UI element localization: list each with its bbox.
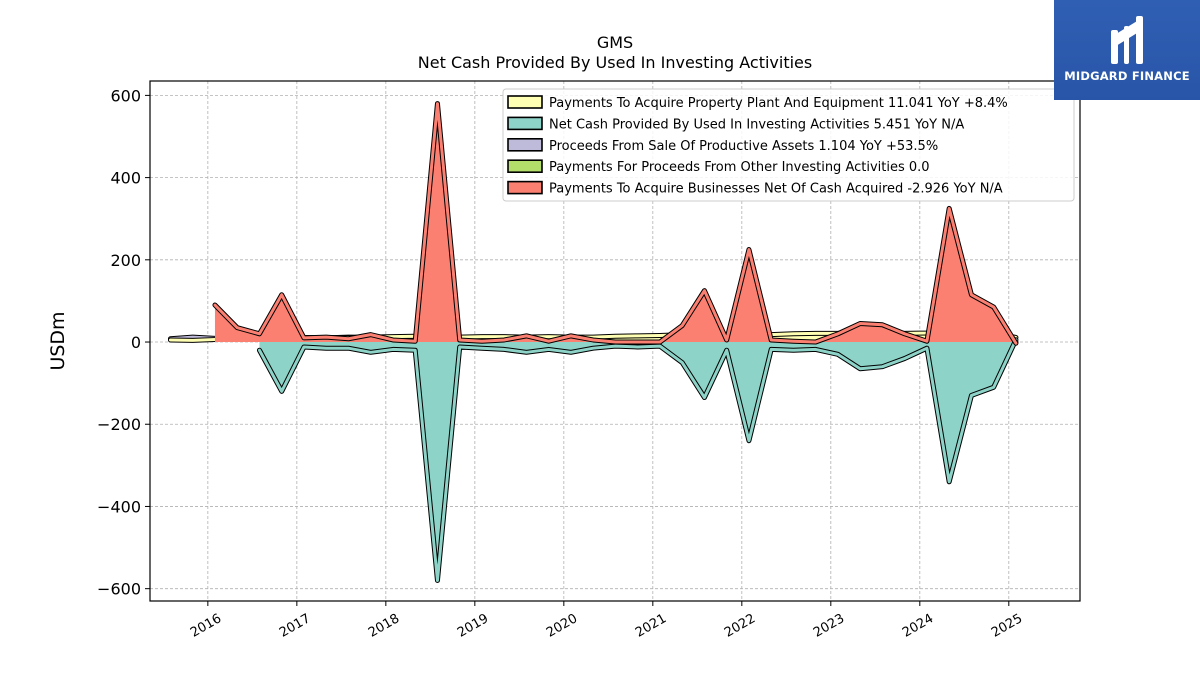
brand-logo: MIDGARD FINANCE (1054, 0, 1200, 100)
plot-frame (149, 80, 1081, 602)
legend-swatch (507, 138, 543, 152)
legend-swatch (507, 95, 543, 109)
series-line (257, 338, 1018, 582)
y-tick-label: −600 (97, 580, 141, 599)
x-tick-label: 2025 (989, 611, 1025, 641)
y-tick-label: 400 (110, 169, 141, 188)
series-line (213, 102, 1018, 345)
y-tick-label: 600 (110, 86, 141, 105)
series-outline (256, 337, 1019, 583)
series-area (259, 339, 1016, 581)
x-tick-label: 2018 (366, 611, 402, 641)
legend-swatch (507, 116, 543, 131)
logo-text: MIDGARD FINANCE (1064, 69, 1190, 83)
logo-mark-icon (1111, 16, 1143, 64)
x-tick-label: 2022 (722, 611, 758, 641)
legend-label: Proceeds From Sale Of Productive Assets … (549, 139, 938, 154)
legend-label: Payments To Acquire Businesses Net Of Ca… (549, 182, 1003, 197)
chart-title: GMS (596, 33, 634, 52)
legend-label: Payments To Acquire Property Plant And E… (549, 96, 1008, 111)
series-area (214, 103, 1016, 344)
legend-swatch (507, 159, 543, 173)
chart-subtitle: Net Cash Provided By Used In Investing A… (417, 53, 813, 72)
legend-box (502, 88, 1075, 202)
legend-label: Payments For Proceeds From Other Investi… (549, 160, 930, 175)
series-group (167, 101, 1019, 583)
x-tick-label: 2024 (900, 611, 936, 641)
x-tick-label: 2019 (455, 611, 491, 641)
x-tick-label: 2016 (188, 611, 224, 641)
legend-swatch (507, 180, 543, 195)
y-tick-label: 0 (131, 333, 141, 352)
y-tick-label: −400 (97, 497, 141, 516)
legend: Payments To Acquire Property Plant And E… (502, 88, 1075, 202)
x-tick-label: 2021 (633, 611, 669, 641)
legend-label: Net Cash Provided By Used In Investing A… (549, 117, 964, 132)
y-tick-label: −200 (97, 415, 141, 434)
y-tick-label: 200 (110, 251, 141, 270)
x-tick-label: 2023 (811, 611, 847, 641)
x-tick-label: 2017 (277, 611, 313, 641)
x-tick-label: 2020 (544, 611, 580, 641)
